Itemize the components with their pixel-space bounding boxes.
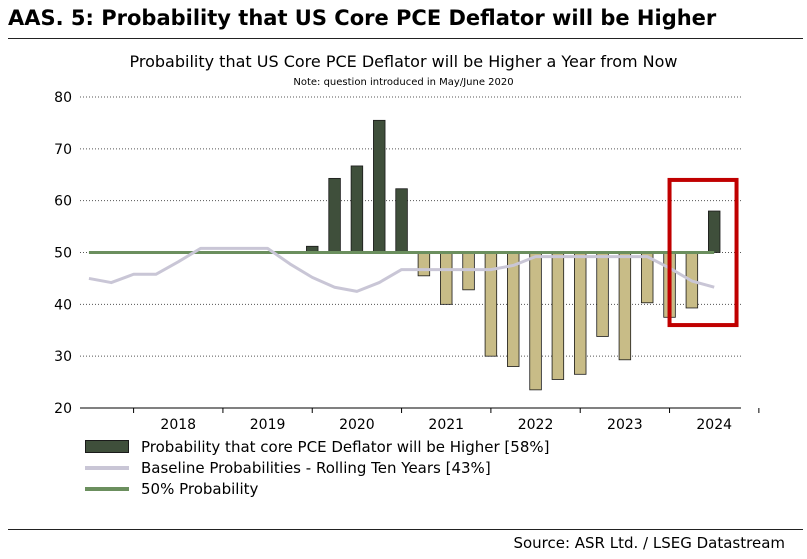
bar-below bbox=[551, 252, 565, 380]
x-tick-label: 2018 bbox=[160, 417, 196, 433]
bar-below bbox=[440, 252, 453, 305]
legend-label-probability: Probability that core PCE Deflator will … bbox=[141, 437, 550, 456]
y-tick-label: 80 bbox=[54, 90, 72, 106]
legend-swatch-bar bbox=[85, 440, 129, 453]
title-rule bbox=[8, 38, 803, 39]
y-tick-label: 70 bbox=[54, 142, 72, 158]
chart-note: Note: question introduced in May/June 20… bbox=[293, 77, 514, 88]
x-tick-label: 2020 bbox=[339, 417, 375, 433]
x-tick-label: 2024 bbox=[696, 417, 732, 433]
bar-above bbox=[707, 210, 721, 253]
legend-label-fifty: 50% Probability bbox=[141, 479, 259, 498]
bar-below bbox=[596, 252, 609, 337]
y-tick-label: 60 bbox=[54, 194, 72, 210]
x-tick-label: 2021 bbox=[428, 417, 464, 433]
legend-swatch-baseline bbox=[85, 465, 129, 470]
bar-above bbox=[328, 177, 341, 253]
x-tick-label: 2023 bbox=[607, 417, 643, 433]
bar-above bbox=[395, 188, 408, 253]
bar-below bbox=[462, 252, 475, 291]
highlight-box bbox=[667, 177, 739, 328]
bar-below bbox=[574, 252, 587, 375]
bar-above bbox=[350, 165, 364, 253]
bar-above bbox=[373, 119, 386, 253]
x-tick-label: 2019 bbox=[250, 417, 286, 433]
legend-item-probability: Probability that core PCE Deflator will … bbox=[85, 436, 549, 457]
legend: Probability that core PCE Deflator will … bbox=[85, 436, 549, 499]
bar-below bbox=[529, 252, 542, 391]
x-tick-label: 2022 bbox=[518, 417, 554, 433]
y-tick-label: 50 bbox=[54, 246, 72, 262]
bar-below bbox=[417, 252, 431, 277]
y-tick-label: 40 bbox=[54, 297, 72, 313]
y-tick-label: 20 bbox=[54, 401, 72, 417]
exhibit-title: AAS. 5: Probability that US Core PCE Def… bbox=[8, 6, 717, 30]
baseline-line bbox=[88, 246, 715, 293]
legend-label-baseline: Baseline Probabilities - Rolling Ten Yea… bbox=[141, 458, 491, 477]
bar-below bbox=[618, 252, 632, 361]
legend-item-fifty: 50% Probability bbox=[85, 478, 549, 499]
legend-item-baseline: Baseline Probabilities - Rolling Ten Yea… bbox=[85, 457, 549, 478]
legend-swatch-fifty bbox=[85, 486, 129, 491]
bar-below bbox=[507, 252, 520, 367]
chart-title: Probability that US Core PCE Deflator wi… bbox=[129, 52, 678, 71]
source-note: Source: ASR Ltd. / LSEG Datastream bbox=[513, 534, 785, 552]
footer-rule bbox=[8, 529, 803, 530]
y-tick-label: 30 bbox=[54, 349, 72, 365]
